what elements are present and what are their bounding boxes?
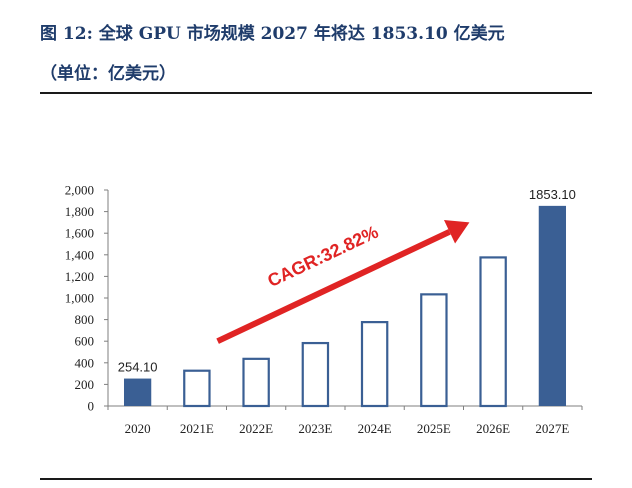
bar-2025e xyxy=(420,293,448,408)
y-tick-label: 1,800 xyxy=(65,204,94,219)
data-label-2027e: 1853.10 xyxy=(529,187,576,202)
x-tick-label: 2026E xyxy=(476,421,510,436)
y-tick-label: 600 xyxy=(75,334,95,349)
top-rule xyxy=(40,92,592,94)
y-tick-label: 400 xyxy=(75,355,95,370)
chart-labels: 0 200 400 600 800 1,000 1,200 1,400 1,600 1,800 2,… xyxy=(65,183,576,437)
cagr-arrow-head xyxy=(443,220,470,244)
y-tick-label: 1,000 xyxy=(65,291,94,306)
bar-2022e xyxy=(242,357,270,408)
x-tick-label: 2020 xyxy=(125,421,151,436)
cagr-arrow-shaft xyxy=(216,229,451,344)
x-tick-label: 2024E xyxy=(358,421,392,436)
x-tick-label: 2027E xyxy=(535,421,569,436)
bar-2021e xyxy=(183,369,211,408)
bar-2020 xyxy=(123,378,152,406)
x-tick-label: 2021E xyxy=(180,421,214,436)
chart-axes xyxy=(104,189,583,410)
bottom-rule xyxy=(40,478,592,480)
figure-title-line-1: 图 12: 全球 GPU 市场规模 2027 年将达 1853.10 亿美元 xyxy=(40,24,505,44)
bar-2027e xyxy=(538,205,567,406)
y-tick-label: 2,000 xyxy=(65,183,94,198)
y-tick-label: 1,400 xyxy=(65,247,94,262)
x-tick-label: 2022E xyxy=(239,421,273,436)
y-tick-label: 1,600 xyxy=(65,226,94,241)
bar-2024e xyxy=(360,321,389,408)
chart-bars xyxy=(123,205,567,408)
y-tick-label: 0 xyxy=(88,399,95,414)
y-tick-label: 1,200 xyxy=(65,269,94,284)
figure-title: 图 12: 全球 GPU 市场规模 2027 年将达 1853.10 亿美元 （… xyxy=(40,14,620,94)
y-tick-label: 800 xyxy=(75,312,95,327)
data-label-2020: 254.10 xyxy=(118,360,158,375)
x-tick-label: 2023E xyxy=(298,421,332,436)
bar-2023e xyxy=(301,341,330,408)
bar-2026e xyxy=(479,256,507,408)
figure-title-line-2: （单位：亿美元） xyxy=(40,64,176,84)
y-tick-label: 200 xyxy=(75,377,95,392)
cagr-annotation-label: CAGR:32.82% xyxy=(264,222,381,291)
x-tick-label: 2025E xyxy=(417,421,451,436)
